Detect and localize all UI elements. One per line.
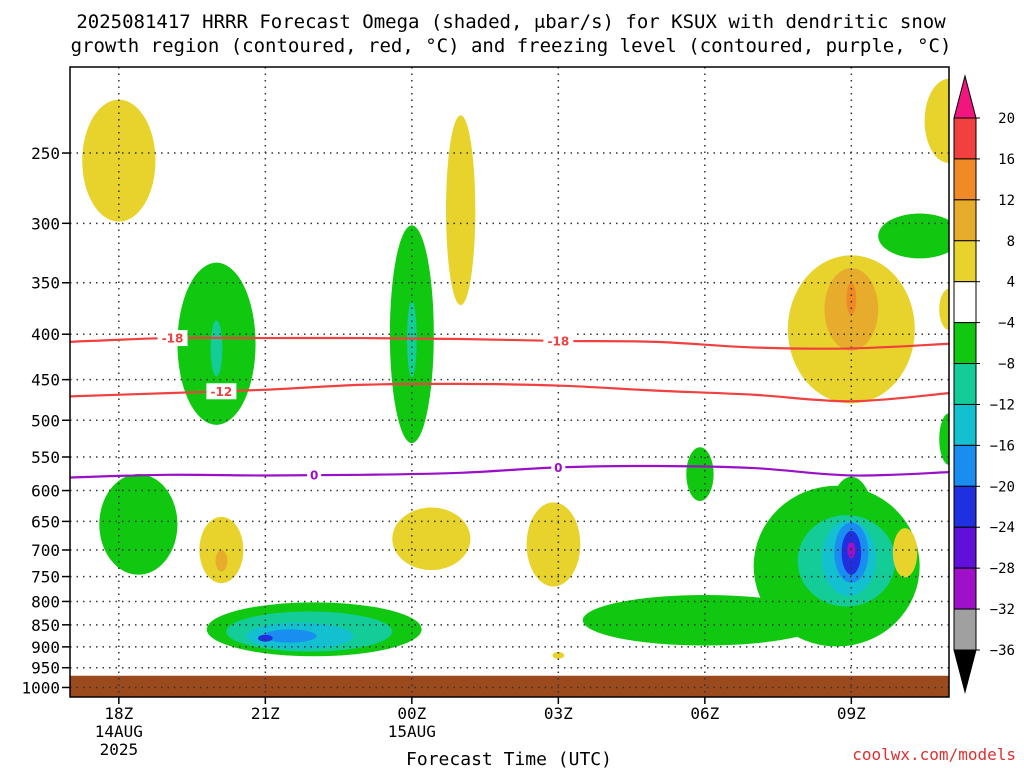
colorbar-bin-8	[953, 444, 977, 487]
omega-region-15	[215, 550, 228, 572]
y-tick-label-650: 650	[31, 512, 60, 531]
colorbar-label-8: −16	[990, 438, 1015, 454]
contour-lines: -18 -18 -12 0 0	[70, 330, 949, 484]
colorbar-label-2: 12	[998, 193, 1015, 209]
y-tick-label-250: 250	[31, 144, 60, 163]
x-tick-label-12-0: 06Z	[690, 704, 719, 723]
colorbar-bin-11	[953, 567, 977, 610]
colorbar-label-7: −12	[990, 397, 1015, 413]
contour-line-0	[70, 336, 949, 350]
omega-region-12	[846, 283, 857, 315]
omega-region-18	[686, 447, 714, 501]
x-tick-label-6-0: 00Z	[397, 704, 426, 723]
y-tick-label-400: 400	[31, 325, 60, 344]
ground-layer	[70, 675, 949, 697]
y-tick-label-950: 950	[31, 659, 60, 678]
x-tick-label-3-0: 21Z	[251, 704, 280, 723]
colorbar-bin-6	[953, 363, 977, 405]
y-tick-label-800: 800	[31, 592, 60, 611]
omega-region-8	[939, 288, 949, 330]
omega-region-16	[392, 507, 471, 571]
omega-region-9	[939, 413, 949, 465]
colorbar-top-arrow	[953, 74, 977, 119]
y-tick-label-750: 750	[31, 568, 60, 587]
y-tick-label-450: 450	[31, 371, 60, 390]
colorbar-label-6: −8	[998, 357, 1015, 373]
colorbar-label-10: −24	[990, 520, 1015, 536]
y-tick-label-1000: 1000	[21, 678, 60, 697]
colorbar-bin-3	[953, 240, 977, 283]
contour-line-2	[70, 464, 949, 479]
colorbar-label-13: −36	[990, 643, 1015, 659]
contour-label-bg-0-0	[157, 330, 188, 347]
contour-label-bg-1-0	[206, 383, 237, 400]
y-tick-label-900: 900	[31, 638, 60, 657]
omega-region-17	[526, 502, 581, 587]
x-tick-label-6-1: 15AUG	[388, 722, 436, 741]
colorbar-label-12: −32	[990, 602, 1015, 618]
source-credit[interactable]: coolwx.com/models	[852, 745, 1016, 764]
colorbar-bin-7	[953, 403, 977, 446]
omega-shading	[82, 78, 949, 659]
omega-region-13	[99, 474, 178, 575]
y-tick-label-700: 700	[31, 541, 60, 560]
omega-region-22	[262, 629, 317, 643]
y-tick-label-500: 500	[31, 411, 60, 430]
grid-lines	[70, 67, 949, 697]
y-tick-label-600: 600	[31, 482, 60, 501]
colorbar: 20 16 12 8 4 −4 −8 −12 −16 −20 −24 −28 −32 −36	[953, 74, 1015, 694]
contour-label-0-1: -18	[547, 334, 569, 348]
x-tick-label-9-0: 03Z	[544, 704, 573, 723]
colorbar-label-1: 16	[998, 152, 1015, 168]
contour-label-bg-2-0	[307, 467, 322, 484]
chart-title-line-2: growth region (contoured, red, °C) and f…	[71, 35, 952, 57]
contour-label-2-1: 0	[554, 461, 562, 475]
omega-region-7	[924, 78, 949, 163]
colorbar-bin-2	[953, 199, 977, 242]
colorbar-label-3: 8	[1007, 234, 1015, 250]
colorbar-bin-10	[953, 526, 977, 569]
omega-region-6	[878, 213, 949, 259]
colorbar-label-4: 4	[1007, 275, 1015, 291]
omega-region-14	[199, 516, 244, 584]
x-tick-label-0-2: 2025	[100, 740, 139, 759]
colorbar-bin-9	[953, 485, 977, 528]
colorbar-label-11: −28	[990, 561, 1015, 577]
pressure-axis: 250 300 350 400 450 500 550 600 650 700 750 800 850 9…	[21, 144, 70, 697]
colorbar-bin-5	[953, 322, 977, 365]
colorbar-bin-4	[953, 281, 977, 324]
colorbar-label-9: −20	[990, 479, 1015, 495]
contour-label-bg-2-1	[551, 459, 566, 476]
omega-region-33	[552, 651, 565, 659]
contour-label-2-0: 0	[310, 469, 318, 483]
colorbar-label-5: −4	[998, 316, 1015, 332]
omega-region-2	[210, 320, 223, 377]
omega-region-32	[892, 528, 918, 578]
contour-label-bg-0-1	[543, 332, 574, 349]
omega-region-23	[258, 634, 273, 642]
omega-region-0	[82, 99, 156, 222]
y-tick-label-300: 300	[31, 214, 60, 233]
contour-label-0-0: -18	[162, 332, 184, 346]
contour-label-1-0: -12	[211, 385, 233, 399]
colorbar-bin-1	[953, 158, 977, 201]
x-tick-label-15-0: 09Z	[837, 704, 866, 723]
colorbar-bottom-arrow	[953, 649, 977, 694]
y-tick-label-350: 350	[31, 274, 60, 293]
colorbar-bin-0	[953, 117, 977, 160]
omega-region-5	[446, 115, 476, 306]
chart-title-line-1: 2025081417 HRRR Forecast Omega (shaded, …	[76, 11, 946, 33]
x-tick-label-0-0: 18Z	[104, 704, 133, 723]
colorbar-label-0: 20	[998, 111, 1015, 127]
plot-frame	[69, 66, 950, 698]
y-tick-label-850: 850	[31, 616, 60, 635]
x-tick-label-0-1: 14AUG	[95, 722, 143, 741]
y-tick-label-550: 550	[31, 448, 60, 467]
x-axis-label: Forecast Time (UTC)	[406, 749, 612, 768]
colorbar-bin-12	[953, 608, 977, 651]
ground-fill	[70, 675, 949, 697]
